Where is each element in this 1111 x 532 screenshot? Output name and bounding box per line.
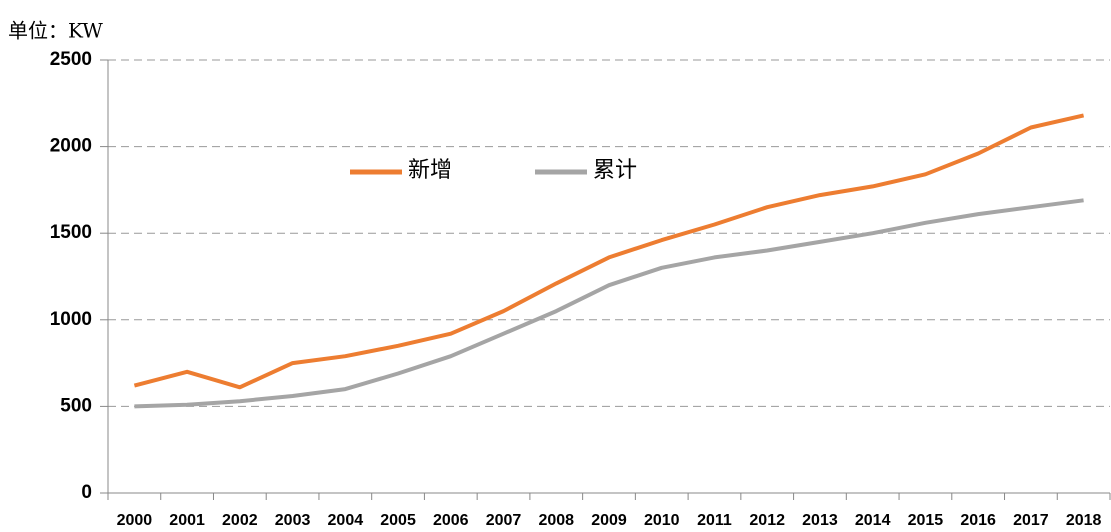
x-tick-label: 2009 — [591, 512, 627, 529]
x-tick-label: 2005 — [380, 512, 416, 529]
y-tick-label: 2500 — [50, 49, 92, 70]
y-tick-label: 1000 — [50, 309, 92, 330]
x-tick-label: 2011 — [697, 512, 732, 529]
x-tick-label: 2002 — [222, 512, 258, 529]
x-tick-label: 2012 — [749, 512, 785, 529]
x-tick-label: 2006 — [433, 512, 469, 529]
series-line — [133, 113, 1085, 390]
x-tick-label: 2000 — [117, 512, 153, 529]
x-tick-label: 2003 — [275, 512, 311, 529]
legend-label: 累计 — [593, 157, 637, 182]
y-tick-label: 0 — [81, 482, 92, 503]
y-tick-label: 500 — [60, 395, 92, 416]
series-line — [134, 198, 1084, 409]
x-tick-label: 2014 — [855, 512, 891, 529]
y-tick-label: 1500 — [50, 222, 92, 243]
legend-label: 新增 — [408, 157, 452, 182]
x-tick-label: 2007 — [486, 512, 522, 529]
x-tick-label: 2018 — [1066, 512, 1102, 529]
y-tick-label: 2000 — [50, 136, 92, 157]
x-tick-label: 2010 — [644, 512, 680, 529]
x-tick-label: 2001 — [169, 512, 205, 529]
x-tick-label: 2008 — [538, 512, 574, 529]
x-tick-label: 2016 — [960, 512, 996, 529]
x-tick-label: 2017 — [1013, 512, 1049, 529]
x-tick-label: 2004 — [328, 512, 364, 529]
unit-label: 单位：KW — [8, 19, 103, 43]
x-tick-label: 2015 — [908, 512, 944, 529]
x-tick-label: 2013 — [802, 512, 838, 529]
